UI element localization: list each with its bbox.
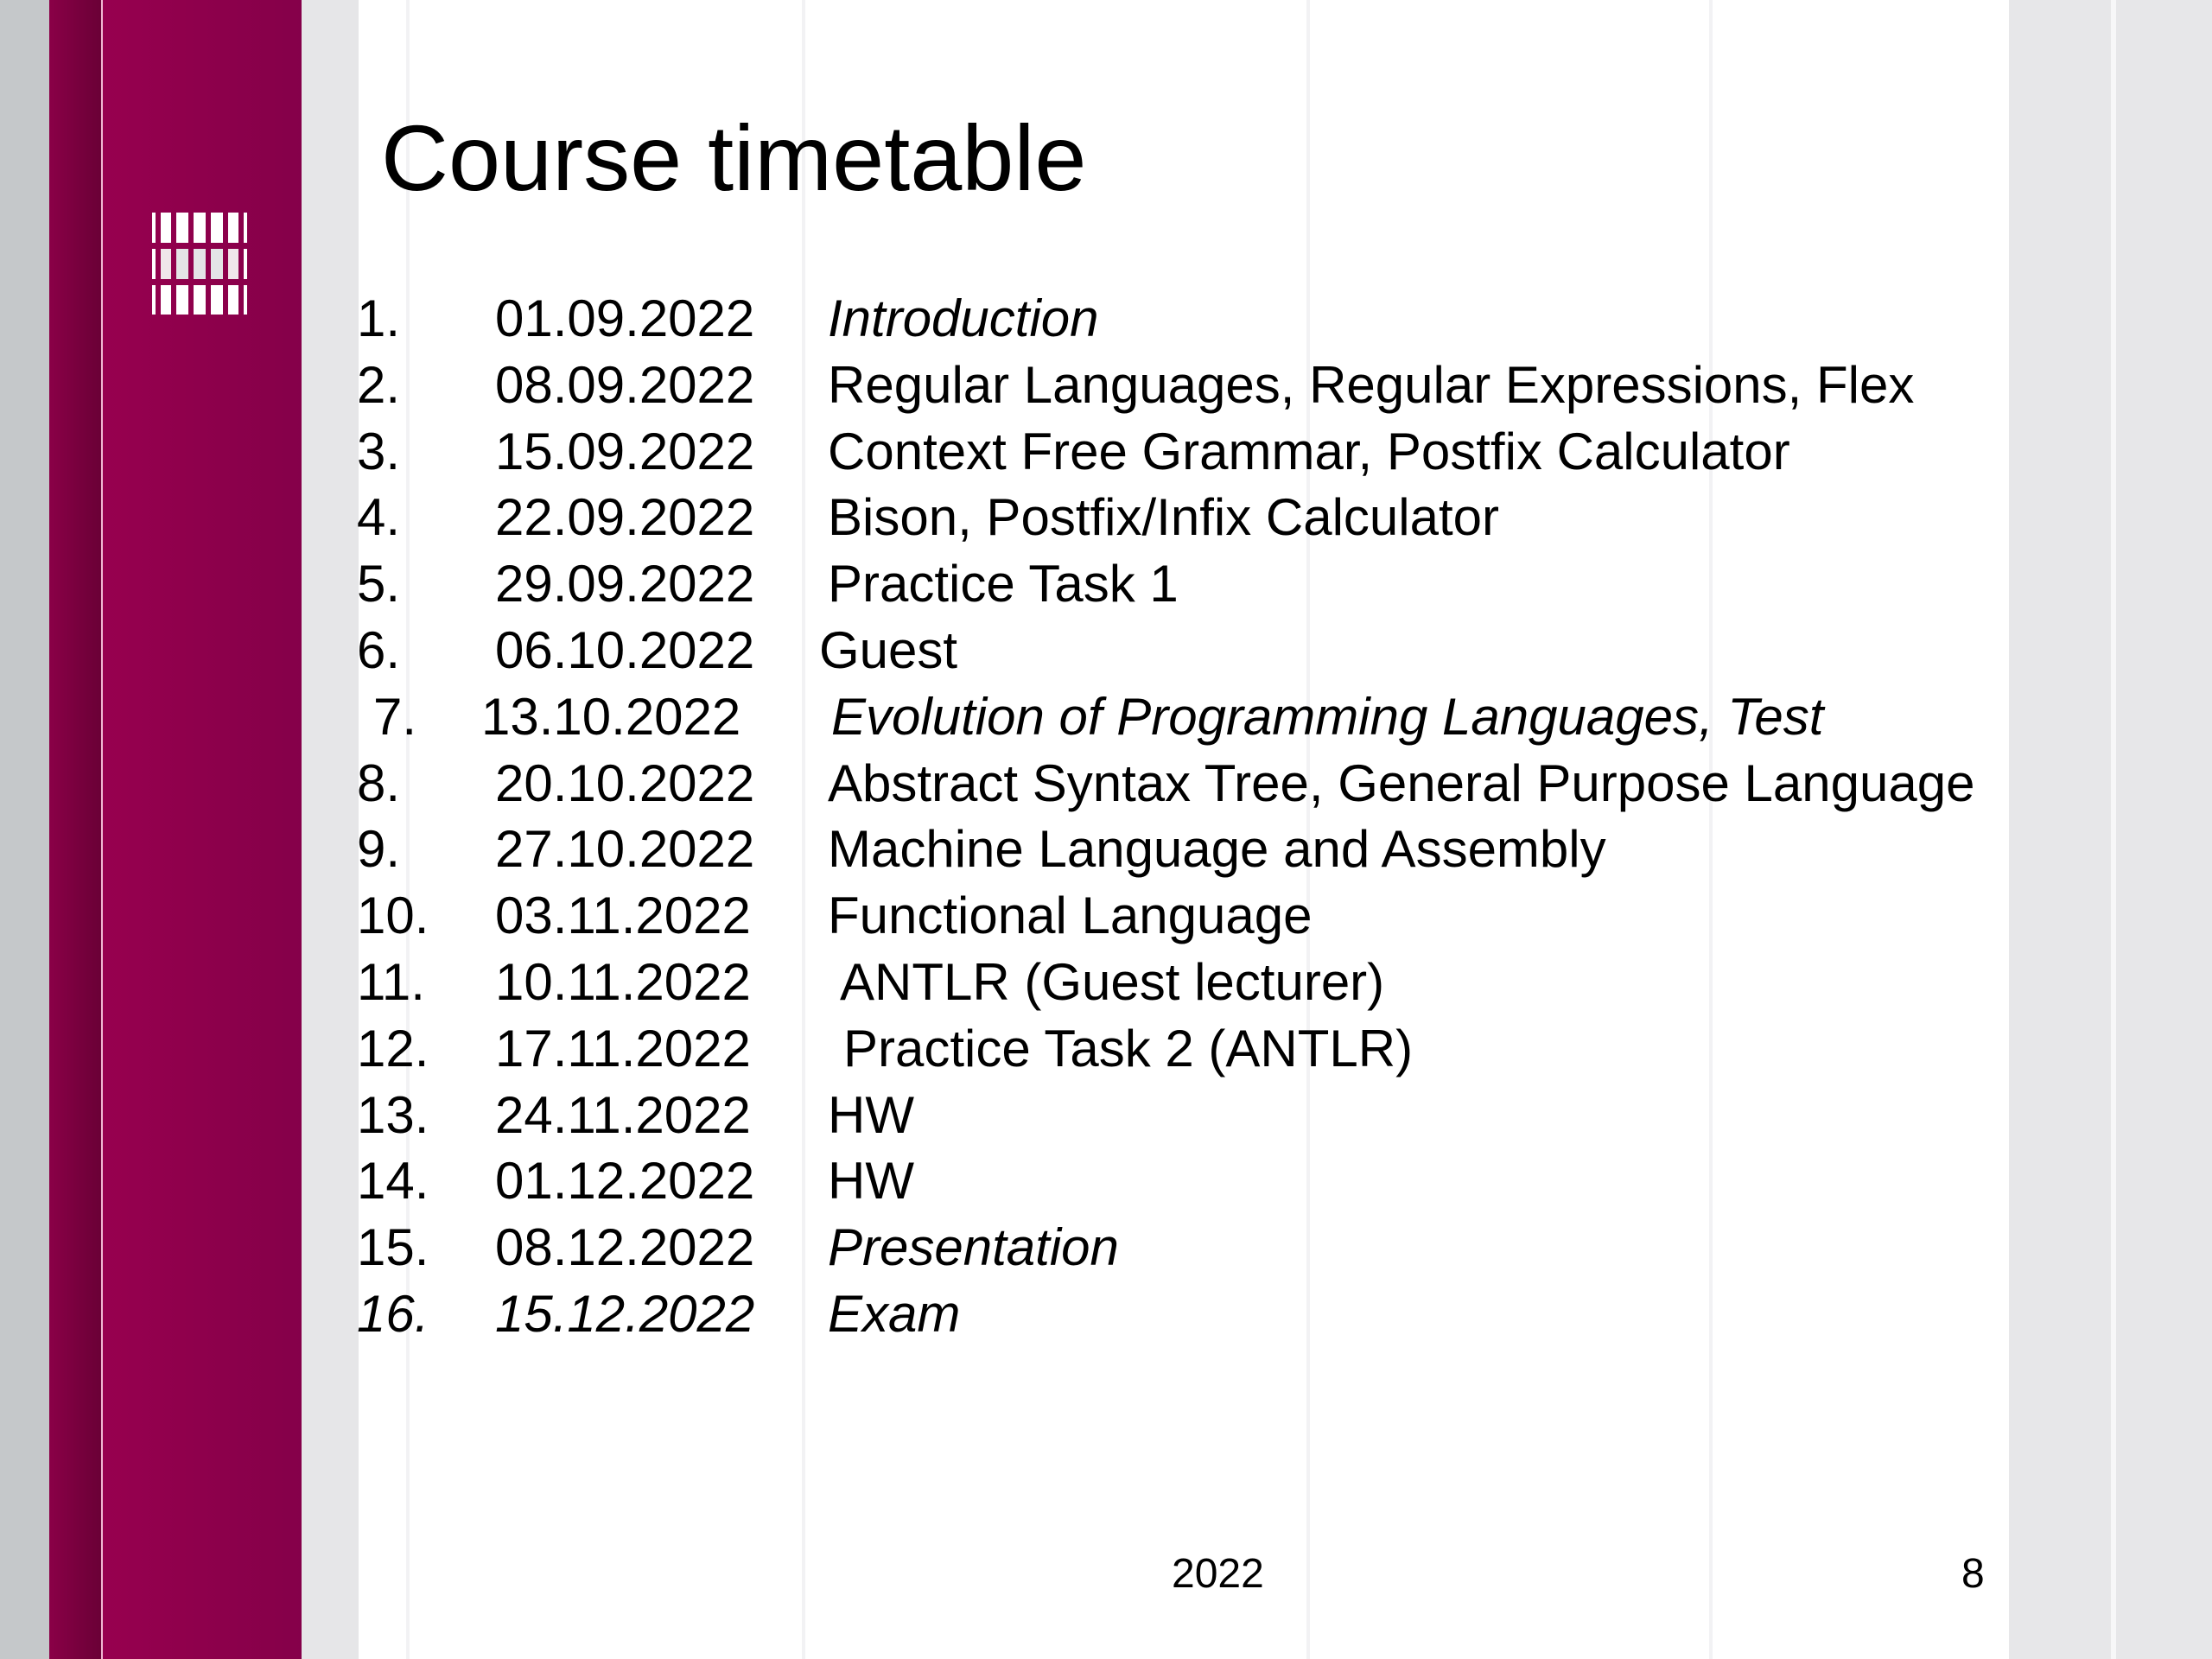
right-divider-line: [2111, 0, 2116, 1659]
row-topic: Context Free Grammar, Postfix Calculator: [828, 422, 1790, 480]
row-topic: HW: [828, 1085, 914, 1144]
row-date: 08.12.2022: [495, 1218, 755, 1277]
footer-year: 2022: [1172, 1551, 1264, 1597]
row-topic: Introduction: [828, 289, 1099, 347]
row-num: 2.: [357, 355, 401, 414]
row-num: 9.: [357, 820, 401, 879]
row-topic: Regular Languages, Regular Expressions, …: [828, 355, 1915, 414]
background-stripe: [1709, 0, 1713, 1659]
row-num: 10.: [357, 887, 429, 945]
row-num: 15.: [357, 1218, 429, 1277]
row-topic: Bison, Postfix/Infix Calculator: [828, 488, 1499, 547]
row-date: 27.10.2022: [495, 820, 755, 879]
right-grey-margin: [2116, 0, 2212, 1659]
row-num: 8.: [357, 753, 401, 812]
left-divider-line: [101, 0, 103, 1659]
row-topic: Functional Language: [828, 887, 1313, 945]
row-topic: Abstract Syntax Tree, General Purpose La…: [828, 753, 1975, 812]
row-date: 17.11.2022: [495, 1019, 751, 1077]
row-topic: Exam: [828, 1285, 961, 1343]
row-num: 5.: [357, 555, 401, 613]
row-topic: ANTLR (Guest lecturer): [840, 953, 1385, 1011]
background-stripe: [1306, 0, 1310, 1659]
row-date: 20.10.2022: [495, 753, 755, 812]
row-date: 08.09.2022: [495, 355, 755, 414]
row-date: 01.09.2022: [495, 289, 755, 347]
row-date: 10.11.2022: [495, 953, 751, 1011]
row-num: 11.: [357, 953, 425, 1011]
row-date: 29.09.2022: [495, 555, 755, 613]
row-date: 15.12.2022: [495, 1285, 755, 1343]
row-date: 13.10.2022: [481, 687, 741, 746]
row-topic: Practice Task 2 (ANTLR): [843, 1019, 1414, 1077]
row-date: 06.10.2022: [495, 621, 755, 679]
row-num: 3.: [357, 422, 401, 480]
row-topic: Guest: [819, 621, 958, 679]
row-topic: Practice Task 1: [828, 555, 1179, 613]
row-num: 12.: [357, 1019, 429, 1077]
left-grey-margin: [0, 0, 49, 1659]
slide-title: Course timetable: [381, 105, 1087, 210]
row-topic: Evolution of Programming Languages, Test: [831, 687, 1824, 746]
left-dark-band: [49, 0, 101, 1659]
row-date: 03.11.2022: [495, 887, 751, 945]
page-number: 8: [1961, 1551, 1985, 1597]
row-num: 14.: [357, 1152, 429, 1211]
row-topic: Machine Language and Assembly: [828, 820, 1606, 879]
background-stripe: [802, 0, 805, 1659]
row-num: 6.: [357, 621, 401, 679]
row-date: 22.09.2022: [495, 488, 755, 547]
row-num: 16.: [357, 1285, 429, 1343]
left-light-band: [302, 0, 359, 1659]
row-num: 4.: [357, 488, 401, 547]
row-topic: Presentation: [828, 1218, 1119, 1277]
right-grey-band: [2009, 0, 2111, 1659]
row-num: 13.: [357, 1085, 429, 1144]
row-num: 1.: [357, 289, 401, 347]
row-date: 01.12.2022: [495, 1152, 755, 1211]
background-stripe: [406, 0, 410, 1659]
university-logo-icon: [152, 213, 247, 315]
row-topic: HW: [828, 1152, 914, 1211]
row-date: 24.11.2022: [495, 1085, 751, 1144]
row-date: 15.09.2022: [495, 422, 755, 480]
row-num: 7.: [373, 687, 417, 746]
